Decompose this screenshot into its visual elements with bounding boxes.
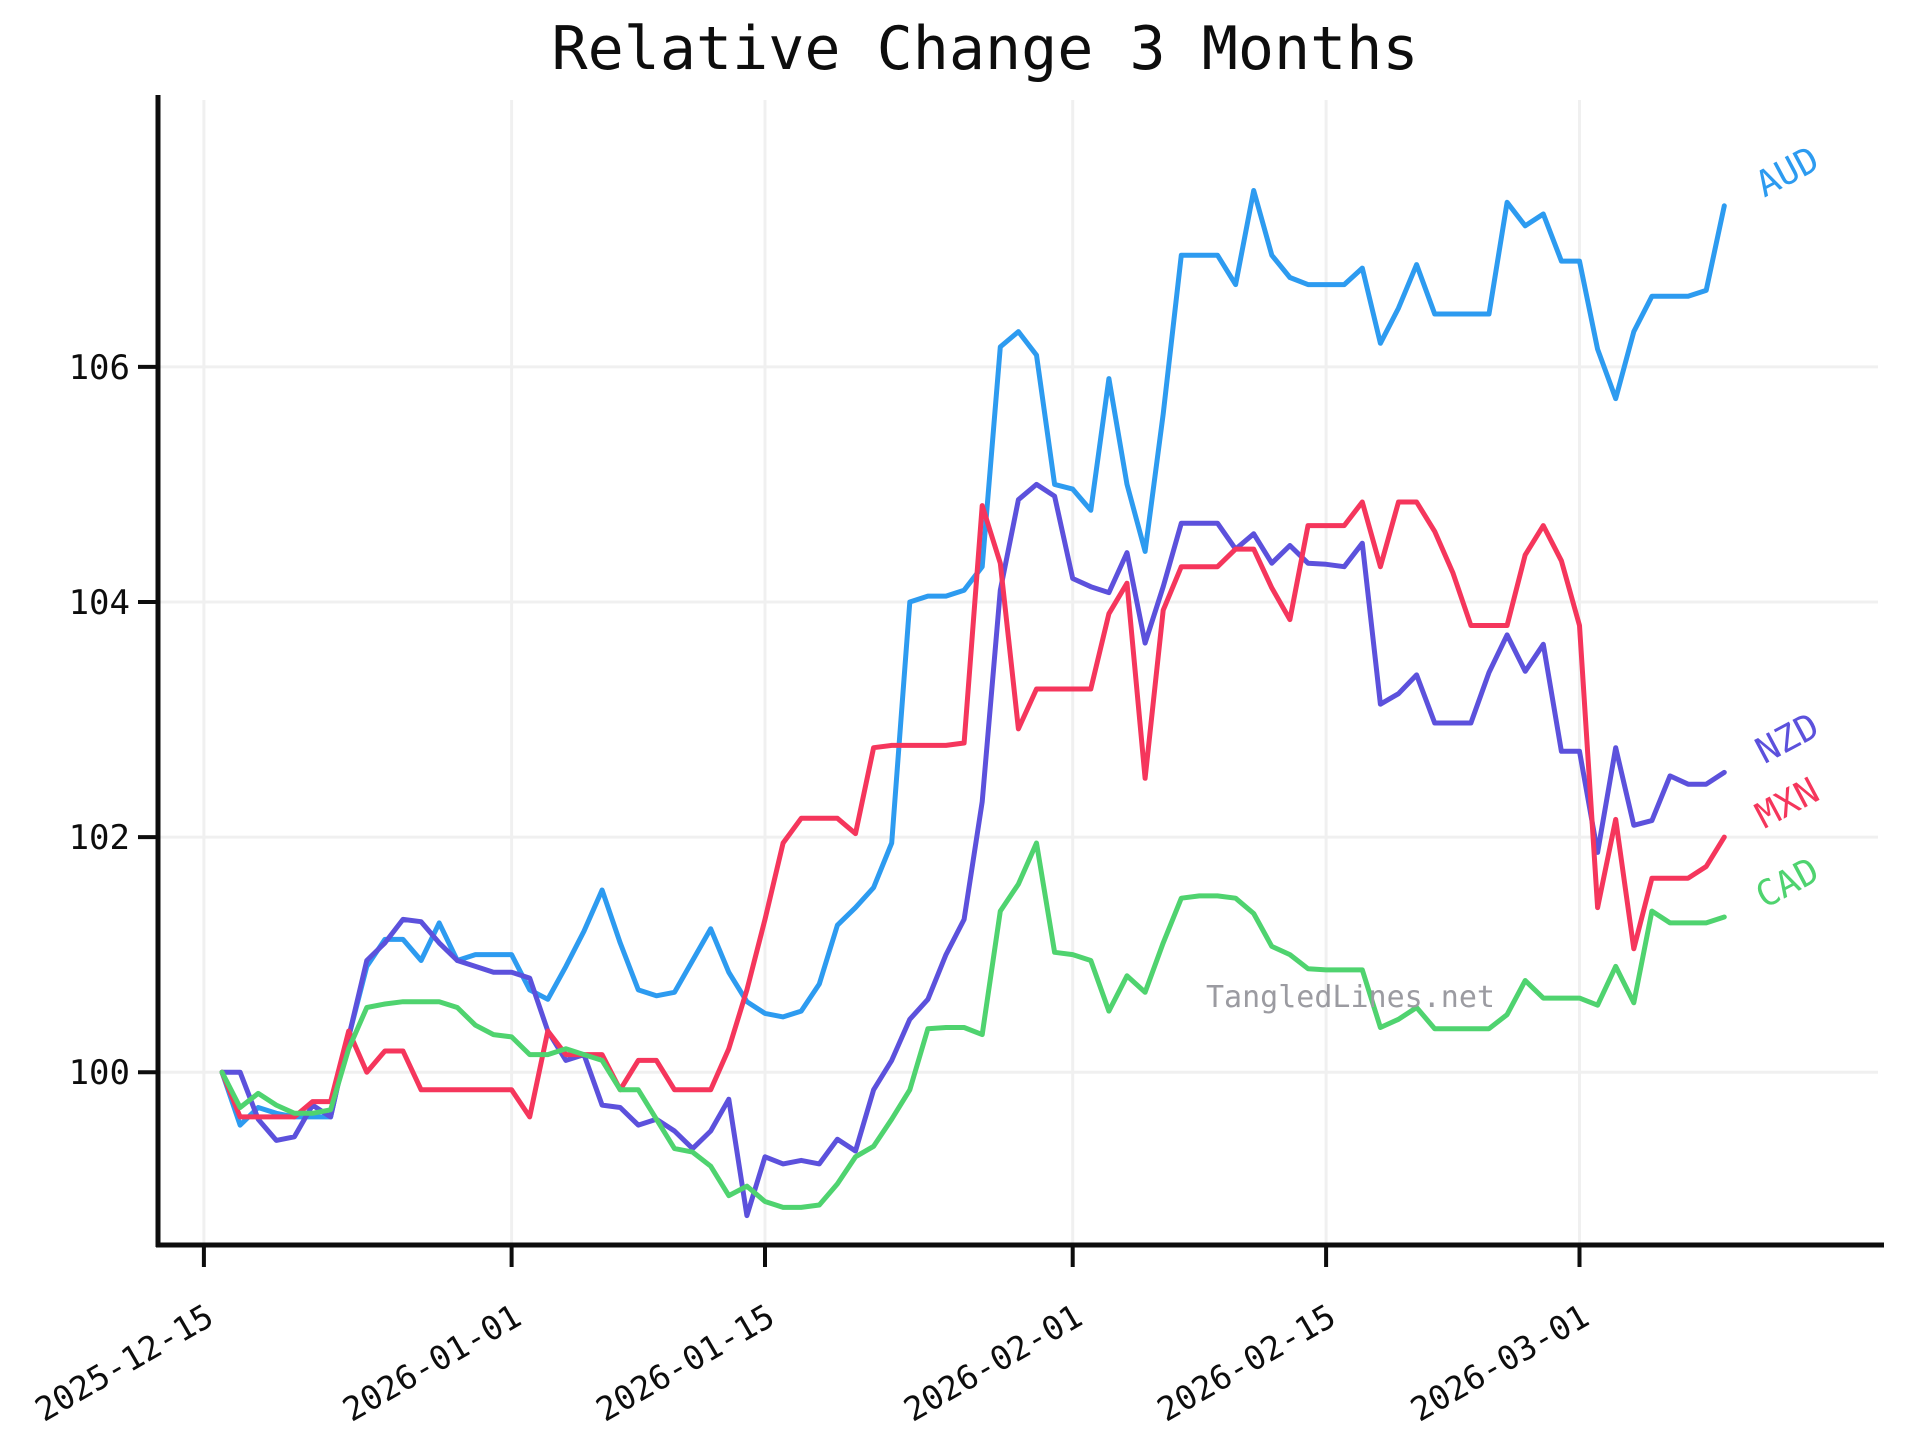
- series-label-nzd: NZD: [1749, 706, 1826, 773]
- series-line-mxn: [219, 499, 1727, 1120]
- y-tick-label: 104: [69, 583, 130, 623]
- x-tick-label: 2026-03-01: [1404, 1296, 1596, 1429]
- y-tick-label: 102: [69, 818, 130, 858]
- series-line-aud: [219, 188, 1727, 1128]
- chart-title: Relative Change 3 Months: [551, 14, 1419, 84]
- x-tick-label: 2026-02-15: [1151, 1296, 1343, 1429]
- series-label-mxn: MXN: [1749, 770, 1826, 837]
- series-line-cad: [219, 840, 1727, 1210]
- series-label-aud: AUD: [1749, 139, 1826, 206]
- y-tick-label: 100: [69, 1053, 130, 1093]
- watermark: TangledLines.net: [1206, 980, 1495, 1015]
- y-tick-label: 106: [69, 348, 130, 388]
- series-line-nzd: [219, 481, 1727, 1219]
- x-tick-label: 2026-01-01: [336, 1296, 528, 1429]
- x-tick-label: 2025-12-15: [28, 1296, 220, 1429]
- x-tick-label: 2026-02-01: [897, 1296, 1089, 1429]
- x-tick-label: 2026-01-15: [589, 1296, 781, 1429]
- series-label-cad: CAD: [1749, 850, 1826, 917]
